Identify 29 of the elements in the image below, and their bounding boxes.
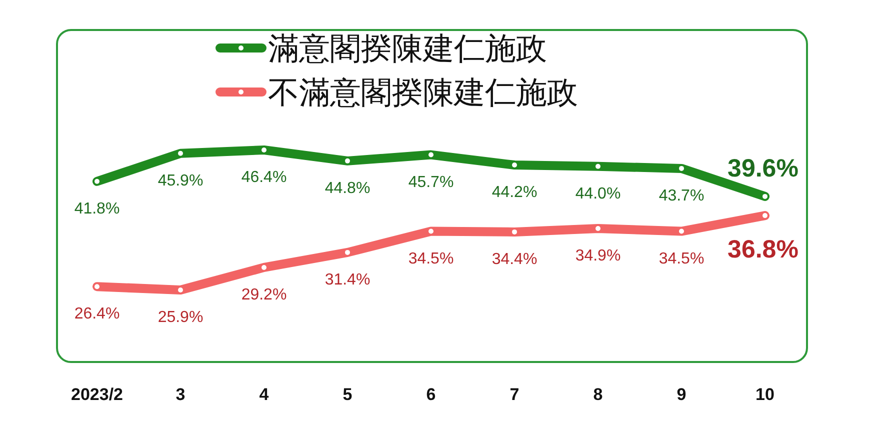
x-tick-label: 2023/2	[71, 385, 123, 404]
x-tick-label: 6	[426, 385, 436, 404]
data-label: 31.4%	[324, 271, 370, 288]
data-label: 41.8%	[74, 200, 120, 218]
data-label: 34.4%	[492, 250, 538, 268]
data-label: 44.2%	[492, 184, 538, 202]
data-label: 25.9%	[158, 309, 204, 326]
x-tick-label: 5	[342, 385, 352, 404]
data-label: 44.8%	[324, 180, 370, 197]
data-label: 34.5%	[408, 250, 454, 268]
x-tick-label: 8	[593, 385, 603, 404]
data-label: 45.9%	[158, 172, 204, 190]
x-tick-label: 3	[176, 385, 186, 404]
x-tick-label: 9	[676, 385, 686, 404]
legend-label: 不滿意閣揆陳建仁施政	[268, 75, 578, 110]
data-label: 46.4%	[241, 169, 287, 186]
data-label: 44.0%	[575, 185, 621, 202]
data-label: 36.8%	[728, 236, 798, 264]
data-label: 43.7%	[658, 187, 704, 204]
legend-label: 滿意閣揆陳建仁施政	[268, 31, 547, 66]
data-label: 34.9%	[575, 248, 621, 265]
data-label: 39.6%	[728, 154, 798, 182]
x-tick-label: 4	[259, 385, 270, 404]
x-tick-label: 10	[756, 385, 774, 404]
x-tick-label: 7	[510, 385, 520, 404]
data-label: 34.5%	[658, 250, 704, 268]
data-label: 45.7%	[408, 174, 454, 191]
data-label: 26.4%	[74, 306, 120, 323]
data-label: 29.2%	[241, 286, 287, 304]
